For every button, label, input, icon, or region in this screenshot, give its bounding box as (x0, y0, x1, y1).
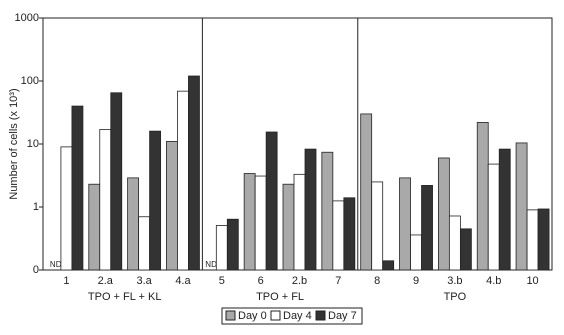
bar (304, 148, 317, 271)
bar (215, 225, 228, 271)
group-label: TPO (444, 291, 467, 303)
legend-label: Day 7 (328, 310, 357, 322)
x-tick-label: 4.a (175, 275, 191, 287)
x-tick-label: 1 (63, 275, 69, 287)
bar (226, 218, 239, 271)
bar (421, 185, 433, 271)
bar (343, 197, 356, 271)
bar (487, 163, 500, 271)
bar (321, 151, 334, 271)
bar (282, 183, 295, 271)
bar (360, 113, 373, 271)
bar (71, 105, 84, 271)
bar (498, 148, 511, 271)
x-tick-label: 3.b (447, 275, 462, 287)
x-tick-label: 9 (413, 275, 419, 287)
bar (60, 146, 73, 271)
x-tick-label: 4.b (486, 275, 501, 287)
group-label: TPO + FL + KL (88, 291, 162, 303)
bar (88, 183, 101, 271)
bar (459, 228, 472, 271)
x-tick-label: 6 (258, 275, 264, 287)
value-label: ND (50, 260, 62, 269)
bar (166, 140, 178, 271)
bar (448, 215, 461, 271)
group-label: TPO + FL (256, 291, 304, 303)
x-tick-label: 3.a (136, 275, 152, 287)
x-tick-label: 5 (219, 275, 225, 287)
bar (149, 130, 162, 271)
legend-swatch (225, 310, 236, 321)
bar (382, 260, 395, 271)
x-tick-label: 7 (335, 275, 341, 287)
bar (515, 142, 528, 271)
bar (177, 90, 189, 271)
bar (265, 131, 278, 271)
legend-label: Day 4 (283, 310, 312, 322)
x-tick-label: 10 (526, 275, 538, 287)
legend-box (221, 307, 363, 325)
bar (99, 129, 112, 271)
bar (110, 92, 123, 271)
y-tick-label: 1 (33, 201, 39, 213)
legend-swatch (270, 310, 281, 321)
bar (127, 177, 140, 271)
bar (437, 157, 450, 271)
y-tick-label: 10 (27, 138, 39, 150)
bar (537, 208, 550, 271)
y-axis-label: Number of cells (x 10³) (8, 88, 20, 199)
bar (188, 75, 200, 271)
x-tick-label: 8 (374, 275, 380, 287)
bar (476, 122, 489, 271)
bar (399, 177, 411, 271)
y-tick-label: 0 (33, 264, 39, 276)
y-tick-label: 1000 (15, 12, 39, 24)
legend-swatch (315, 310, 326, 321)
bar (138, 216, 151, 271)
bar (254, 175, 267, 271)
bar (293, 173, 306, 271)
x-tick-label: 2.a (98, 275, 114, 287)
bar (332, 200, 345, 271)
value-label: ND (205, 260, 217, 269)
legend-label: Day 0 (238, 310, 267, 322)
bar (410, 234, 422, 271)
y-tick-label: 100 (21, 75, 39, 87)
x-tick-label: 2.b (292, 275, 307, 287)
bar (371, 181, 384, 271)
bar (526, 209, 539, 271)
bar (243, 173, 256, 271)
